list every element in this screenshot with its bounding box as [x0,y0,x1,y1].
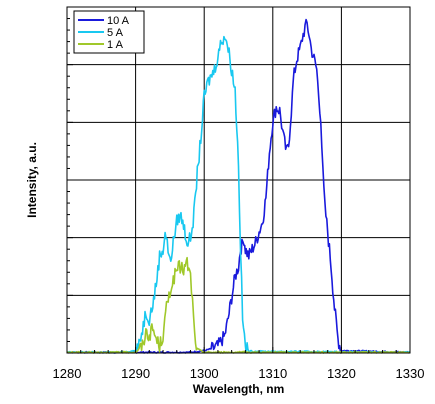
x-tick-label: 1320 [327,366,356,381]
grid [67,7,410,353]
x-tick-label: 1300 [190,366,219,381]
y-axis-label: Intensity, a.u. [25,142,39,218]
x-tick-label: 1280 [53,366,82,381]
x-tick-label: 1330 [396,366,425,381]
legend-label: 10 A [107,15,130,27]
legend: 10 A5 A1 A [73,10,145,54]
x-tick-label: 1310 [258,366,287,381]
x-axis-label: Wavelength, nm [193,382,285,396]
legend-label: 1 A [107,39,124,51]
axis-ticks [66,6,411,354]
x-tick-label: 1290 [121,366,150,381]
series-line-5a [66,35,411,354]
legend-label: 5 A [107,27,124,39]
x-tick-labels: 1280 1290 1300 1310 1320 1330 [53,366,425,381]
series-layer [66,18,411,354]
